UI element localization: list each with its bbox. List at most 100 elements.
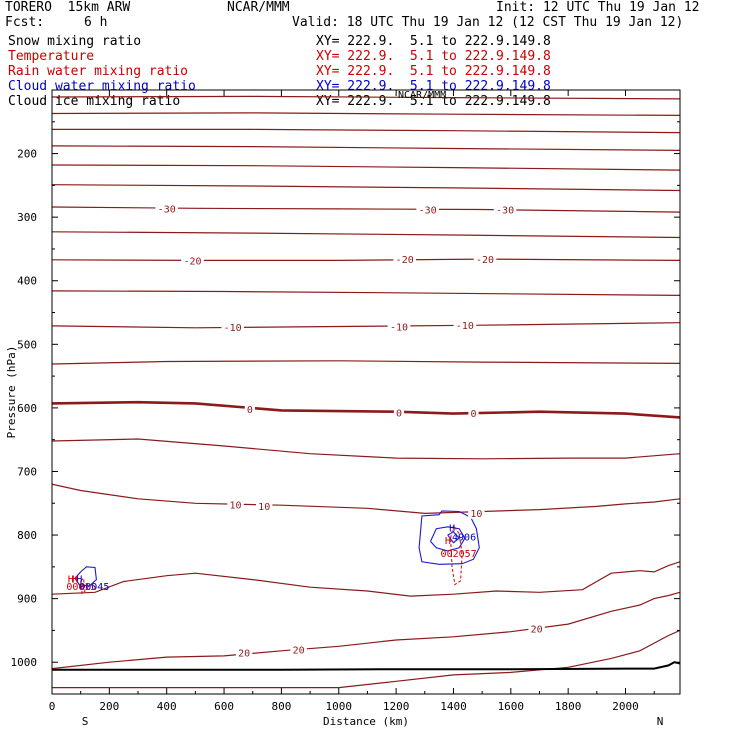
isotherm-label: 10 (258, 502, 270, 513)
isotherm-t1 (52, 95, 680, 100)
isotherm--30 (52, 206, 680, 213)
fcst-label: Fcst: (5, 15, 45, 30)
cloud-water-contours (74, 510, 480, 587)
isotherm-t14 (52, 438, 680, 460)
valid-time: Valid: 18 UTC Thu 19 Jan 12 (12 CST Thu … (292, 15, 684, 30)
init-time: Init: 12 UTC Thu 19 Jan 12 (496, 0, 700, 15)
isotherm-20 (52, 591, 680, 670)
rain-water-contour (450, 524, 463, 586)
plot-frame (51, 89, 681, 695)
y-tick-label: 200 (17, 148, 37, 161)
isotherm-label-bg (244, 403, 255, 416)
mixing-ratio-label: H (72, 574, 78, 585)
isotherm-label: -10 (456, 321, 474, 332)
temperature-isotherms (52, 95, 680, 689)
isotherm-t12 (52, 360, 680, 365)
isotherm-label: -30 (419, 206, 437, 217)
mixing-ratio-label: H (445, 536, 451, 547)
isotherm-label: 20 (293, 645, 305, 656)
isotherm-label: 20 (531, 625, 543, 636)
isotherm-t2 (52, 112, 680, 116)
isotherm-label-bg (468, 406, 479, 419)
field-xy-rain: XY= 222.9. 5.1 to 222.9.149.8 (316, 64, 551, 79)
isotherm-label-bg (256, 499, 273, 512)
x-tick-label: 1000 (326, 700, 353, 713)
isotherm-label: -30 (496, 206, 514, 217)
y-axis-label: Pressure (hPa) (5, 346, 18, 439)
mixing-ratio-label: H (76, 574, 82, 585)
x-tick-label: 1200 (383, 700, 410, 713)
field-name-cloud-ice: Cloud ice mixing ratio (8, 94, 181, 109)
isotherm-label-bg (468, 506, 485, 519)
x-tick-label: 0 (49, 700, 56, 713)
y-tick-label: 800 (17, 529, 37, 542)
south-label: S (82, 715, 89, 728)
north-label: N (657, 715, 664, 728)
y-tick-label: 600 (17, 402, 37, 415)
isotherm-label-bg (416, 203, 439, 216)
cloud-water-contour (429, 526, 466, 552)
field-name-temperature: Temperature (8, 49, 95, 64)
org-name: NCAR/MMM (227, 0, 290, 15)
isotherm--10 (52, 322, 680, 329)
isotherm-label-bg (393, 406, 405, 419)
mixing-ratio-label: 4906 (452, 532, 476, 543)
mixing-ratio-label: 002057 (441, 549, 477, 560)
cloud-water-contour (418, 510, 480, 565)
isotherm-t8 (52, 231, 680, 239)
fcst-value: 6 h (84, 15, 108, 30)
y-tick-label: 400 (17, 275, 37, 288)
isotherm-label-bg (290, 643, 307, 656)
isotherm-10 (52, 483, 680, 515)
isotherm-label: -20 (396, 255, 414, 266)
isotherm-t5 (52, 164, 680, 171)
x-tick-label: 1400 (440, 700, 467, 713)
isotherm-label-bg (393, 253, 417, 266)
field-name-snow: Snow mixing ratio (8, 34, 142, 49)
cloud-water-contour (74, 566, 97, 587)
y-tick-label: 900 (17, 593, 37, 606)
isotherm-label: -10 (390, 323, 408, 334)
isotherm-label: -20 (476, 255, 494, 266)
isotherm-label: -30 (158, 204, 176, 215)
x-tick-label: 2000 (612, 700, 639, 713)
plot-border (51, 89, 681, 695)
model-name: TORERO 15km ARW (5, 0, 131, 15)
mixing-ratio-label: 00015 (66, 582, 96, 593)
x-axis-label: Distance (km) (323, 715, 409, 728)
isotherm-t18 (52, 629, 680, 689)
mixing-ratio-label: H (449, 523, 455, 534)
isotherm-t6 (52, 184, 680, 192)
isotherm-label: 0 (247, 405, 253, 416)
mixing-ratio-label: 00045 (79, 582, 109, 593)
isotherm-t16 (52, 561, 680, 597)
x-tick-label: 1600 (498, 700, 525, 713)
top-overlay-label: NCAR/MMM (398, 90, 446, 101)
isotherm--20 (52, 258, 680, 261)
isotherm-label: 10 (470, 509, 482, 520)
ground-line (52, 661, 680, 671)
isotherm-label-bg (235, 646, 253, 659)
y-tick-label: 1000 (11, 656, 38, 669)
isotherm-t4 (52, 145, 680, 151)
isotherm-label-bg (493, 203, 517, 216)
isotherm-0 (52, 400, 680, 419)
y-tick-label: 300 (17, 211, 37, 224)
x-tick-label: 600 (214, 700, 234, 713)
isotherm-label-bg (181, 254, 204, 267)
x-tick-label: 400 (157, 700, 177, 713)
isotherm-label: 0 (471, 409, 477, 420)
field-xy-temperature: XY= 222.9. 5.1 to 222.9.149.8 (316, 49, 551, 64)
isotherm-label-bg (227, 498, 244, 511)
isotherm-label: 0 (396, 408, 402, 419)
isotherm-label: 20 (238, 649, 250, 660)
isotherm-label-bg (453, 319, 477, 332)
isotherm-label: -10 (224, 323, 242, 334)
isotherm-t3 (52, 128, 680, 134)
rain-water-contours (80, 524, 463, 595)
isotherm-label-bg (387, 320, 411, 333)
field-name-rain: Rain water mixing ratio (8, 64, 189, 79)
isotherm-t10 (52, 290, 680, 296)
